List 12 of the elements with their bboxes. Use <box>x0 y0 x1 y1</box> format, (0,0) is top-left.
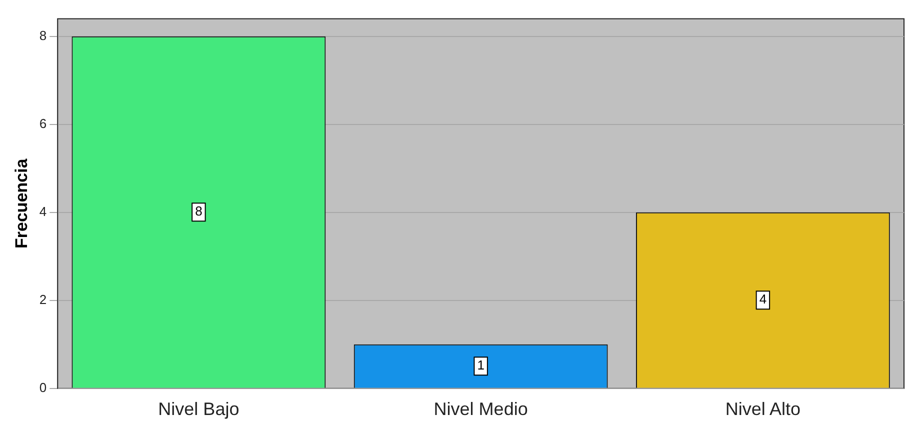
data-label: 1 <box>477 358 484 373</box>
y-tick-label: 4 <box>39 204 47 219</box>
data-label: 8 <box>195 204 202 219</box>
y-tick-label: 2 <box>39 292 47 307</box>
x-tick-label: Nivel Medio <box>434 399 528 420</box>
x-tick-label: Nivel Alto <box>725 399 800 420</box>
y-axis-title: Frecuencia <box>12 158 31 248</box>
data-label: 4 <box>759 292 767 307</box>
y-tick-label: 8 <box>39 28 47 43</box>
y-tick-label: 0 <box>39 380 47 395</box>
y-tick-label: 6 <box>39 116 47 131</box>
x-tick-label: Nivel Bajo <box>158 399 240 420</box>
